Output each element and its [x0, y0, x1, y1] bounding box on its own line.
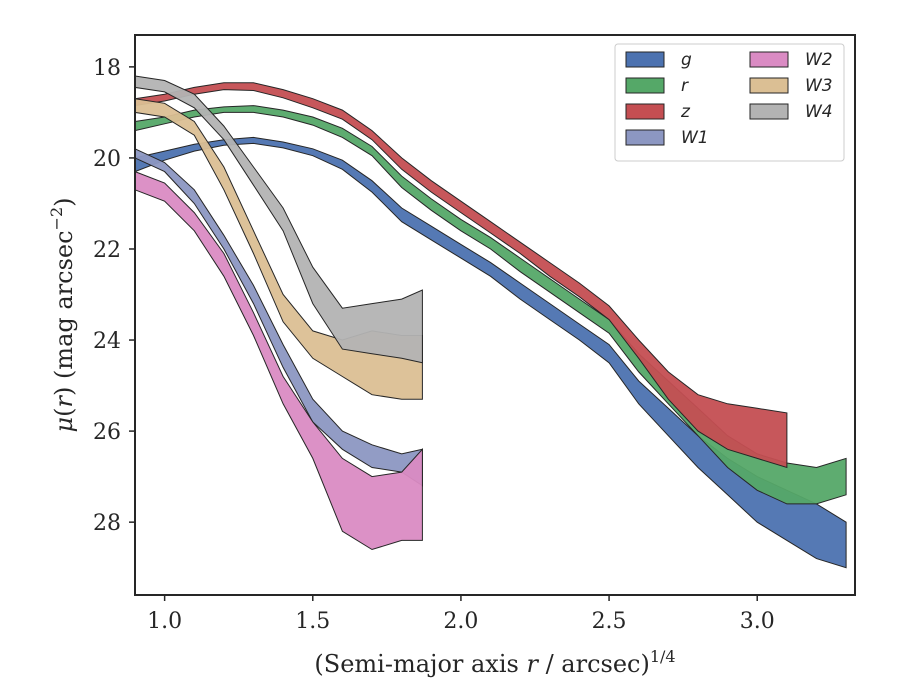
x-axis-label-prefix: (Semi-major axis [314, 650, 526, 678]
band-w3 [134, 98, 423, 400]
x-tick-label: 1.0 [147, 609, 182, 634]
y-tick-label: 26 [93, 420, 121, 445]
plot-frame [134, 34, 856, 596]
band-w2 [134, 170, 423, 551]
y-tick-label: 28 [93, 511, 121, 536]
legend-swatch-w2 [749, 51, 789, 68]
legend-label-w2: W2 [805, 50, 833, 70]
legend-swatch-g [625, 51, 665, 68]
y-axis-label: μ(r) (mag arcsec−2) [47, 197, 78, 432]
x-axis-label: (Semi-major axis r / arcsec)1/4 [314, 647, 675, 678]
y-axis-label-mu: μ [50, 417, 78, 433]
legend-label-r: r [681, 76, 689, 96]
legend-label-g: g [681, 50, 692, 70]
band-g [134, 136, 847, 569]
legend-swatch-w4 [749, 103, 789, 120]
x-tick-label: 2.0 [443, 609, 478, 634]
legend-swatch-z [625, 103, 665, 120]
legend-label-w1: W1 [681, 128, 709, 148]
y-axis-label-unit: ) (mag arcsec [50, 230, 78, 396]
y-axis-ticks: 18 20 22 24 26 28 [93, 56, 135, 536]
legend-swatch-w1 [625, 129, 665, 146]
band-w4 [134, 75, 423, 364]
legend-swatch-r [625, 77, 665, 94]
y-tick-label: 20 [93, 147, 121, 172]
legend: grz W1 W2 W3 W4 [614, 43, 845, 162]
x-tick-label: 3.0 [740, 609, 775, 634]
legend-box [614, 43, 845, 162]
profile-bands [134, 75, 847, 569]
x-tick-label: 2.5 [592, 609, 627, 634]
x-axis-ticks: 1.0 1.5 2.0 2.5 3.0 [147, 595, 775, 634]
x-axis-label-suffix: / arcsec) [538, 650, 650, 678]
legend-label-w4: W4 [805, 102, 833, 122]
x-tick-label: 1.5 [295, 609, 330, 634]
x-axis-label-exponent: 1/4 [650, 647, 676, 666]
y-axis-label-var: r [50, 395, 78, 408]
legend-label-w3: W3 [805, 76, 833, 96]
legend-swatch-w3 [749, 77, 789, 94]
y-axis-label-end: ) [50, 197, 78, 206]
y-axis-label-open: ( [50, 408, 78, 417]
band-z [134, 82, 788, 469]
y-tick-label: 18 [93, 56, 121, 81]
y-tick-label: 24 [93, 329, 121, 354]
legend-label-z: z [680, 102, 691, 122]
y-tick-label: 22 [93, 238, 121, 263]
x-axis-label-var: r [526, 650, 539, 678]
y-axis-label-exponent: −2 [47, 207, 66, 231]
